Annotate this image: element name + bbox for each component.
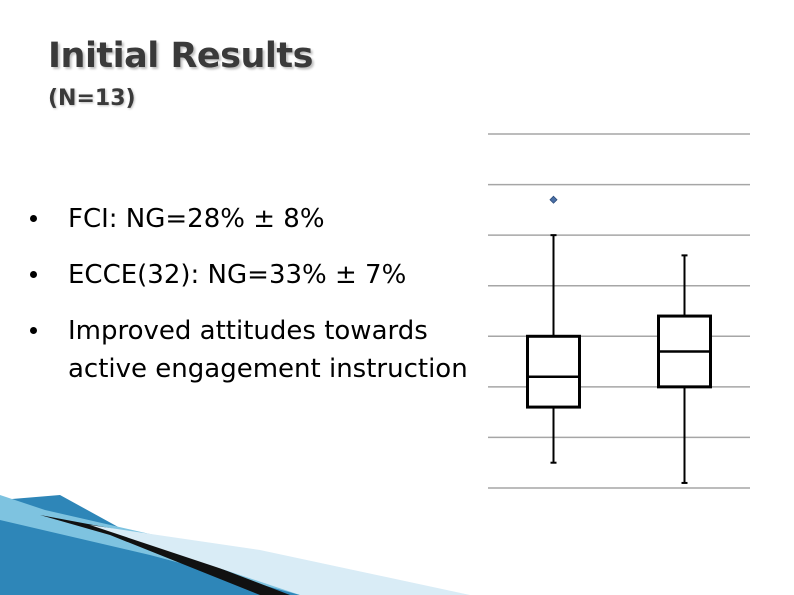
bullet-text-line-2: active engagement instruction	[68, 354, 468, 384]
bullet-text: ECCE(32): NG=33% ± 7%	[68, 260, 407, 290]
box-iqr	[526, 334, 581, 409]
outlier-point	[549, 195, 558, 204]
bullet-attitudes: Improved attitudes towards active engage…	[28, 312, 468, 388]
bullet-dot-icon	[30, 215, 37, 222]
bullet-list: FCI: NG=28% ± 8% ECCE(32): NG=33% ± 7% I…	[28, 200, 468, 406]
swoosh-black-stroke	[40, 515, 290, 595]
slide-title: Initial Results	[48, 36, 313, 76]
bullet-fci: FCI: NG=28% ± 8%	[28, 200, 468, 238]
bullet-dot-icon	[30, 327, 37, 334]
bullet-text: FCI: NG=28% ± 8%	[68, 204, 325, 234]
bullet-ecce: ECCE(32): NG=33% ± 7%	[28, 256, 468, 294]
decorative-swoosh	[0, 495, 470, 595]
box-plot-chart	[488, 133, 750, 489]
bullet-text-line-1: Improved attitudes towards	[68, 316, 428, 346]
bullet-dot-icon	[30, 271, 37, 278]
swoosh-pale-band	[90, 525, 470, 595]
swoosh-blue-band	[0, 495, 360, 595]
slide-subtitle: (N=13)	[48, 86, 136, 111]
